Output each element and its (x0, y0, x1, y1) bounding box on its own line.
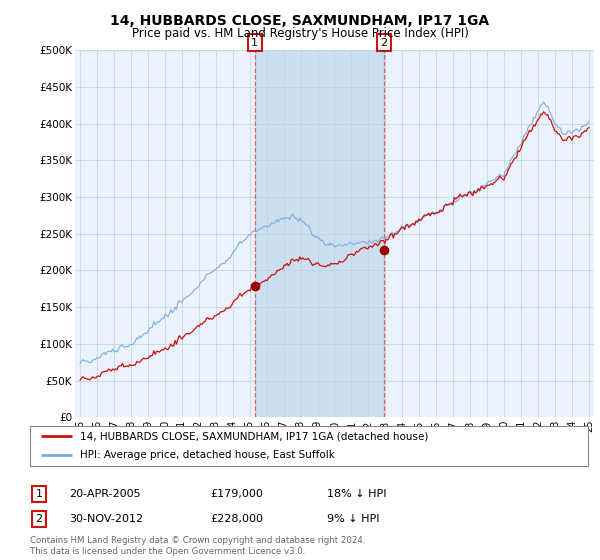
Text: Price paid vs. HM Land Registry's House Price Index (HPI): Price paid vs. HM Land Registry's House … (131, 27, 469, 40)
Text: 14, HUBBARDS CLOSE, SAXMUNDHAM, IP17 1GA: 14, HUBBARDS CLOSE, SAXMUNDHAM, IP17 1GA (110, 14, 490, 28)
Text: £228,000: £228,000 (210, 514, 263, 524)
Text: 18% ↓ HPI: 18% ↓ HPI (327, 489, 386, 499)
Text: 2: 2 (380, 38, 388, 48)
Text: This data is licensed under the Open Government Licence v3.0.: This data is licensed under the Open Gov… (30, 547, 305, 556)
Text: 30-NOV-2012: 30-NOV-2012 (69, 514, 143, 524)
Text: 1: 1 (251, 38, 258, 48)
Text: £179,000: £179,000 (210, 489, 263, 499)
Text: 9% ↓ HPI: 9% ↓ HPI (327, 514, 380, 524)
Text: Contains HM Land Registry data © Crown copyright and database right 2024.: Contains HM Land Registry data © Crown c… (30, 536, 365, 545)
Text: HPI: Average price, detached house, East Suffolk: HPI: Average price, detached house, East… (80, 450, 335, 460)
Text: 1: 1 (35, 489, 43, 499)
Text: 14, HUBBARDS CLOSE, SAXMUNDHAM, IP17 1GA (detached house): 14, HUBBARDS CLOSE, SAXMUNDHAM, IP17 1GA… (80, 432, 428, 441)
Text: 2: 2 (35, 514, 43, 524)
Bar (255, 50, 384, 417)
Text: 20-APR-2005: 20-APR-2005 (69, 489, 140, 499)
